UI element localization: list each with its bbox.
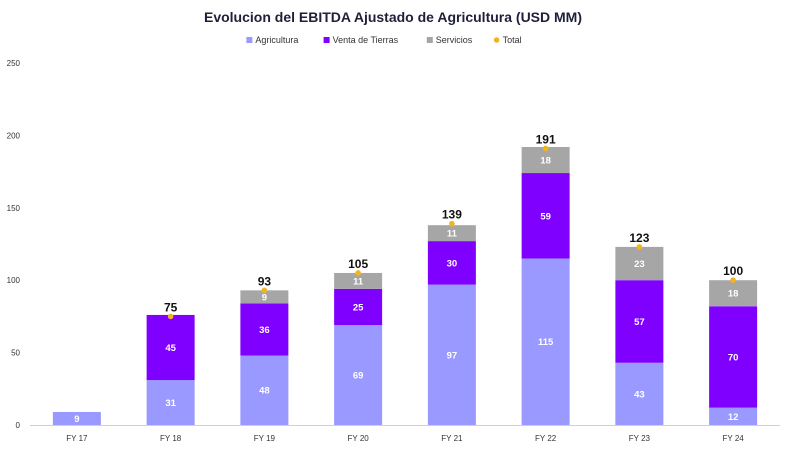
- bar-segment: [709, 280, 758, 307]
- total-label: 75: [164, 300, 178, 314]
- segment-label: 11: [447, 229, 458, 240]
- x-tick-label: FY 23: [629, 434, 651, 443]
- segment-label: 18: [728, 289, 739, 300]
- total-marker: [636, 244, 643, 250]
- bar-segment: [615, 280, 664, 363]
- total-marker: [542, 145, 549, 152]
- bar-segment: [615, 362, 664, 425]
- total-label: 139: [442, 208, 462, 222]
- bar-segment: [334, 325, 383, 425]
- segment-label: 31: [165, 398, 176, 409]
- legend-marker: [493, 37, 500, 43]
- total-label: 191: [536, 132, 556, 146]
- segment-label: 45: [165, 343, 176, 354]
- x-tick-label: FY 21: [441, 434, 463, 443]
- segment-label: 69: [353, 371, 364, 382]
- legend-label: Servicios: [436, 35, 473, 45]
- segment-label: 25: [353, 302, 364, 313]
- legend: Agricultura Venta de Tierras Servicios Tota…: [246, 35, 522, 45]
- bars: 9 31 45 48 36 9 69 25 11 97 30 11 115 59 18 43 57 23 12 70 1…: [52, 146, 758, 425]
- total-label: 123: [629, 231, 649, 245]
- segment-label: 36: [259, 325, 270, 336]
- total-marker: [730, 277, 736, 284]
- bar-segment: [709, 306, 758, 408]
- y-tick-label: 0: [16, 421, 21, 430]
- legend-label: Agricultura: [255, 35, 298, 45]
- y-tick-label: 50: [11, 349, 20, 358]
- legend-swatch: [426, 37, 433, 43]
- bar-segment: [521, 173, 570, 259]
- segment-label: 9: [74, 414, 79, 425]
- bar-segment: [52, 411, 101, 425]
- total-marker: [261, 287, 268, 294]
- y-tick-label: 250: [7, 59, 21, 68]
- segment-label: 30: [447, 258, 458, 269]
- x-tick-label: FY 19: [254, 434, 276, 443]
- x-axis: FY 17 FY 18 FY 19 FY 20 FY 21 FY 22 FY 23 FY 24: [30, 425, 780, 443]
- bar-segment: [240, 303, 289, 356]
- total-label: 93: [258, 274, 272, 288]
- bar-segment: [427, 241, 476, 285]
- segment-label: 48: [259, 386, 270, 397]
- legend-swatch: [246, 37, 253, 43]
- totals: 75 93 105 139 191 123 100: [164, 132, 743, 320]
- segment-label: 12: [728, 412, 739, 423]
- x-tick-label: FY 18: [160, 434, 182, 443]
- segment-label: 97: [447, 350, 458, 361]
- x-tick-label: FY 24: [723, 434, 745, 443]
- bar-segment: [427, 225, 476, 242]
- x-tick-label: FY 20: [348, 434, 370, 443]
- segment-label: 9: [262, 292, 267, 303]
- y-tick-label: 150: [7, 204, 21, 213]
- legend-label: Venta de Tierras: [333, 35, 399, 45]
- bar-segment: [521, 146, 570, 174]
- chart-title: Evolucion del EBITDA Ajustado de Agricul…: [204, 9, 582, 25]
- bar-segment: [427, 284, 476, 425]
- y-tick-label: 200: [7, 131, 21, 140]
- y-axis: 0 50 100 150 200 250: [7, 59, 21, 430]
- total-marker: [449, 220, 455, 227]
- bar-segment: [709, 407, 758, 425]
- segment-label: 43: [634, 389, 645, 400]
- bar-segment: [240, 355, 289, 425]
- x-tick-label: FY 22: [535, 434, 557, 443]
- bar-segment: [240, 290, 289, 304]
- bar-segment: [146, 380, 195, 425]
- bar-segment: [334, 272, 383, 289]
- legend-label: Total: [503, 35, 522, 45]
- legend-swatch: [323, 37, 330, 43]
- segment-label: 11: [353, 276, 364, 287]
- segment-label: 23: [634, 259, 645, 270]
- segment-label: 70: [728, 352, 739, 363]
- x-tick-label: FY 17: [66, 434, 88, 443]
- bar-segment: [334, 288, 383, 326]
- total-label: 100: [723, 264, 743, 278]
- segment-label: 57: [634, 317, 645, 328]
- bar-segment: [615, 246, 664, 281]
- segment-label: 115: [538, 337, 554, 348]
- total-label: 105: [348, 257, 368, 271]
- bar-segment: [146, 314, 195, 381]
- total-marker: [355, 270, 361, 276]
- segment-label: 59: [540, 211, 551, 222]
- bar-segment: [521, 258, 570, 425]
- y-tick-label: 100: [7, 276, 21, 285]
- total-marker: [167, 313, 174, 320]
- segment-label: 18: [540, 156, 551, 167]
